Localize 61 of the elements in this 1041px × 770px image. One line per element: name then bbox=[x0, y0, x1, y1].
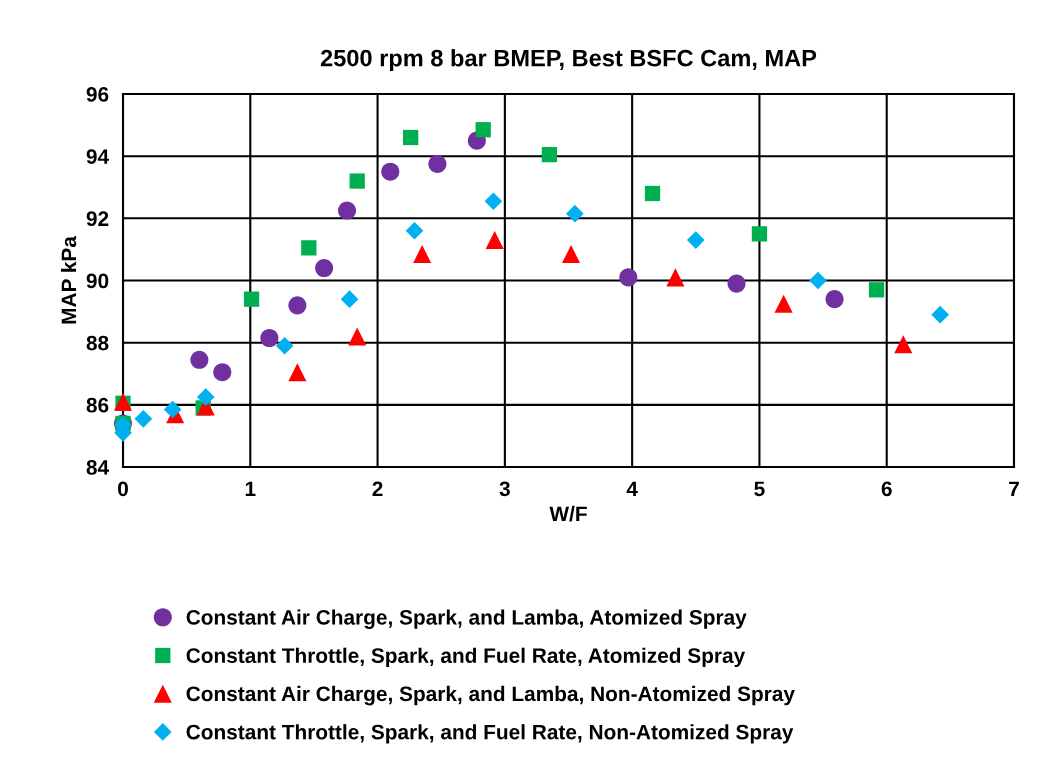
legend-label: Constant Air Charge, Spark, and Lamba, Atomized Spray bbox=[186, 609, 747, 629]
y-tick-label: 92 bbox=[86, 211, 109, 227]
y-tick-label: 86 bbox=[86, 397, 109, 413]
point bbox=[260, 328, 279, 348]
point bbox=[413, 245, 432, 264]
point bbox=[196, 388, 215, 406]
y-axis-title: MAP kPa bbox=[60, 235, 77, 324]
point bbox=[275, 336, 294, 355]
point bbox=[894, 335, 913, 354]
x-tick-label: 2 bbox=[372, 481, 383, 496]
point bbox=[666, 268, 685, 287]
point bbox=[619, 268, 638, 287]
point bbox=[163, 400, 182, 419]
point bbox=[566, 204, 584, 223]
y-tick-label: 88 bbox=[86, 335, 109, 351]
point bbox=[405, 221, 424, 240]
point bbox=[644, 185, 661, 202]
point bbox=[727, 274, 746, 293]
point bbox=[134, 409, 153, 428]
point bbox=[484, 192, 503, 211]
point bbox=[349, 173, 365, 189]
point bbox=[337, 201, 357, 220]
legend-label: Constant Air Charge, Spark, and Lamba, Non-Atomized Spray bbox=[186, 685, 795, 706]
point bbox=[381, 162, 400, 181]
x-tick-label: 6 bbox=[881, 481, 892, 497]
point bbox=[243, 291, 260, 307]
y-tick-label: 84 bbox=[86, 460, 109, 475]
x-tick-label: 5 bbox=[754, 481, 765, 497]
legend-label: Constant Throttle, Spark, and Fuel Rate, Atomized Spray bbox=[186, 647, 746, 668]
point bbox=[301, 240, 317, 256]
y-tick-label: 96 bbox=[86, 87, 109, 102]
point bbox=[403, 129, 419, 146]
point bbox=[686, 231, 705, 249]
point bbox=[428, 154, 447, 173]
point bbox=[190, 350, 209, 369]
point bbox=[774, 294, 793, 313]
point bbox=[868, 282, 885, 298]
point bbox=[751, 226, 768, 242]
point bbox=[288, 363, 307, 382]
point bbox=[825, 290, 844, 309]
point bbox=[213, 363, 232, 382]
chart-title: 2500 rpm 8 bar BMEP, Best BSFC Cam, MAP bbox=[320, 49, 817, 72]
point bbox=[931, 305, 950, 324]
point bbox=[348, 327, 367, 346]
x-tick-label: 0 bbox=[118, 481, 128, 497]
legend-label: Constant Throttle, Spark, and Fuel Rate, Non-Atomized Spray bbox=[186, 724, 794, 744]
y-tick-label: 90 bbox=[86, 273, 109, 289]
point bbox=[340, 290, 359, 308]
y-tick-label: 94 bbox=[86, 149, 109, 164]
x-tick-label: 1 bbox=[245, 481, 256, 496]
point bbox=[485, 231, 504, 250]
x-tick-label: 4 bbox=[626, 481, 638, 496]
point bbox=[288, 296, 307, 315]
point bbox=[562, 245, 581, 264]
x-axis-title: W/F bbox=[549, 505, 587, 522]
point bbox=[475, 122, 491, 138]
point bbox=[809, 271, 827, 290]
x-tick-label: 7 bbox=[1009, 481, 1019, 496]
point bbox=[541, 146, 558, 163]
x-tick-label: 3 bbox=[499, 481, 510, 497]
point bbox=[315, 259, 334, 278]
